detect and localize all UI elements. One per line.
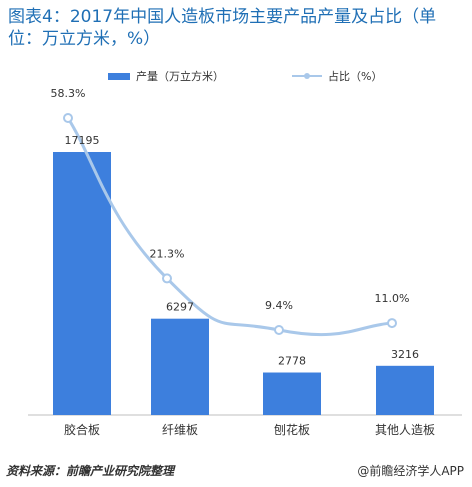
source-note: 资料来源：前瞻产业研究院整理 xyxy=(6,464,175,478)
x-tick-label-3: 其他人造板 xyxy=(375,423,435,437)
legend-swatch-bar xyxy=(108,72,130,80)
x-tick-label-2: 刨花板 xyxy=(274,422,310,437)
share-line xyxy=(66,117,393,337)
bar-value-label-2: 2778 xyxy=(278,355,306,368)
chart-title: 图表4：2017年中国人造板市场主要产品产量及占比（单位：万立方米，%） xyxy=(8,7,437,49)
bar-value-label-3: 3216 xyxy=(391,348,419,361)
bar-value-label-1: 6297 xyxy=(166,301,194,314)
legend: 产量（万立方米） 占比（%） xyxy=(0,68,472,84)
share-point-0 xyxy=(63,113,73,123)
bar-3 xyxy=(376,365,434,415)
bar-value-label-0: 17195 xyxy=(65,134,100,147)
brand-watermark: @前瞻经济学人APP xyxy=(357,464,464,478)
legend-label-output: 产量（万立方米） xyxy=(136,70,224,83)
legend-label-share: 占比（%） xyxy=(328,70,383,83)
share-value-label-0: 58.3% xyxy=(51,87,86,100)
share-value-label-2: 9.4% xyxy=(265,299,293,312)
x-tick-label-0: 胶合板 xyxy=(64,422,100,437)
legend-item-output: 产量（万立方米） xyxy=(108,68,224,84)
share-point-3 xyxy=(387,318,397,329)
bar-2 xyxy=(263,372,321,415)
legend-item-share: 占比（%） xyxy=(292,68,382,84)
share-point-2 xyxy=(274,325,284,335)
x-tick-label-1: 纤维板 xyxy=(162,423,198,437)
share-value-label-1: 21.3% xyxy=(150,247,185,260)
share-point-1 xyxy=(162,273,172,284)
legend-swatch-line xyxy=(292,73,322,79)
bar-1 xyxy=(151,318,209,415)
share-value-label-3: 11.0% xyxy=(375,292,410,305)
bar-0 xyxy=(53,152,111,415)
